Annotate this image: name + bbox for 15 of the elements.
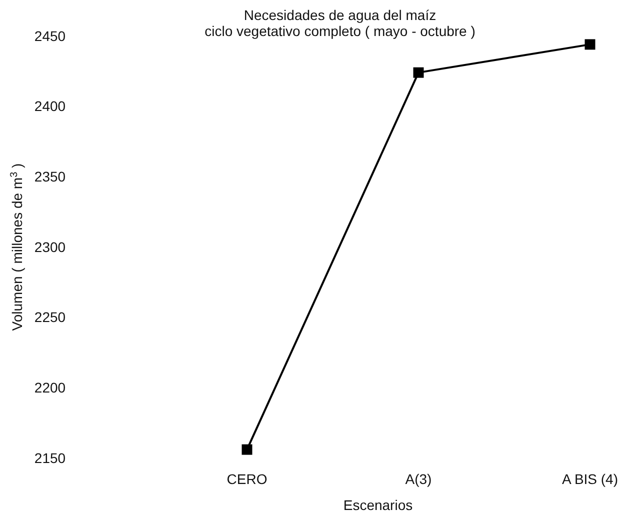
y-tick-label: 2150	[34, 450, 66, 466]
y-tick-label: 2350	[34, 168, 66, 185]
chart-title: Necesidades de agua del maíz ciclo vegetativo completo ( mayo - octubre )	[204, 7, 476, 39]
point	[584, 39, 596, 50]
y-tick-label: 2200	[34, 380, 66, 396]
point	[413, 67, 424, 78]
y-tick-label: 2450	[34, 28, 66, 44]
y-tick-label: 2300	[34, 238, 66, 255]
x-tick-label: A BIS (4)	[562, 471, 618, 487]
point	[242, 444, 252, 455]
x-tick-label: A(3)	[405, 471, 432, 487]
x-axis-title: Escenarios	[343, 497, 413, 513]
y-tick-label: 2250	[34, 309, 66, 326]
x-tick-label: CERO	[226, 471, 268, 487]
y-tick-label: 2400	[34, 98, 66, 114]
